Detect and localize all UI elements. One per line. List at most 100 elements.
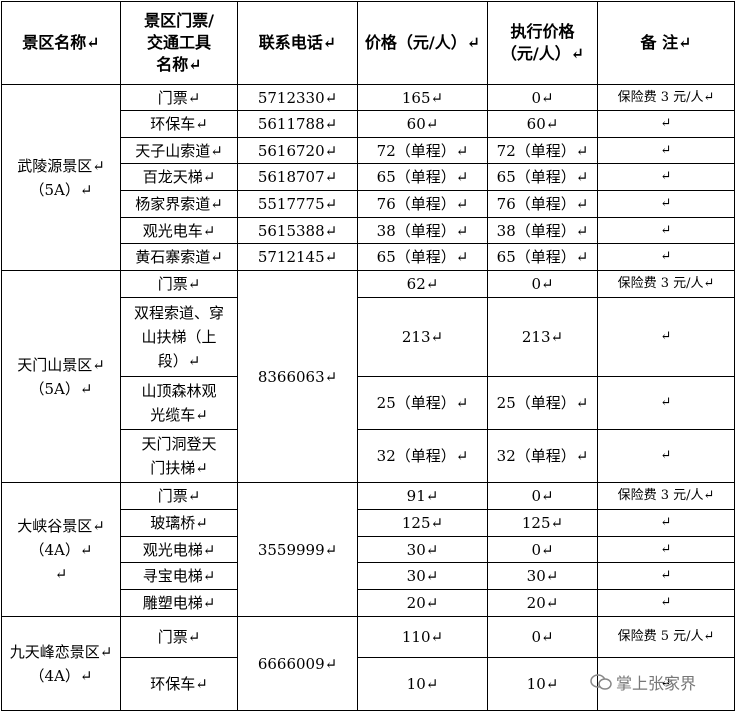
table-row: 天门洞登天 门扶梯↵ 32（单程）↵ 32（单程）↵ ↵	[2, 429, 735, 483]
ticket-name: 山顶森林观 光缆车↵	[120, 376, 238, 430]
note: 保险费 3 元/人↵	[597, 482, 735, 510]
table-row: 环保车↵ 10↵ 10↵ ↵	[2, 657, 735, 711]
phone: 5618707↵	[237, 163, 358, 191]
note: ↵	[597, 110, 735, 138]
table-row: 天门山景区↵ （5A）↵ 门票↵ 8366063↵ 62↵ 0↵ 保险费 3 元/人↵	[1, 270, 735, 483]
exec-price: 0↵	[487, 482, 598, 510]
price: 165↵	[357, 84, 488, 111]
table-row: 大峡谷景区↵ （4A）↵ ↵ 门票↵ 3559999↵ 91↵ 0↵ 保险费 3 元/人↵	[1, 482, 735, 617]
header-cell: 备 注↵	[597, 1, 735, 85]
scenic-name: 九天峰恋景区↵ （4A）↵	[1, 616, 121, 711]
phone: 8366063↵	[237, 270, 358, 483]
scenic-name: 天门山景区↵ （5A）↵	[1, 270, 121, 483]
ticket-name: 观光电车↵	[120, 217, 238, 244]
exec-price: 0↵	[487, 270, 598, 298]
ticket-name: 环保车↵	[120, 110, 238, 138]
table-row: 环保车↵ 5611788↵ 60↵ 60↵ ↵	[2, 110, 735, 138]
scenic-name: 武陵源景区↵ （5A）↵	[1, 84, 121, 271]
price: 30↵	[357, 536, 488, 563]
phone: 5616720↵	[237, 137, 358, 164]
price: 10↵	[357, 657, 488, 711]
price: 65（单程）↵	[357, 163, 488, 191]
header-cell: 执行价格 （元/人）↵	[487, 1, 598, 85]
ticket-name: 玻璃桥↵	[120, 509, 238, 537]
price: 213↵	[357, 297, 488, 377]
price: 20↵	[357, 589, 488, 617]
table-row: 武陵源景区↵ （5A）↵ 门票↵ 5712330↵ 165↵ 0↵ 保险费 3 元/人↵	[1, 84, 735, 271]
header-cell: 景区门票/ 交通工具 名称↵	[120, 1, 238, 85]
phone: 5611788↵	[237, 110, 358, 138]
price: 62↵	[357, 270, 488, 298]
header-cell: 景区名称↵	[1, 1, 121, 85]
note: ↵	[597, 137, 735, 164]
ticket-name: 双程索道、穿 山扶梯（上 段）↵	[120, 297, 238, 377]
ticket-name: 天门洞登天 门扶梯↵	[120, 429, 238, 483]
note: ↵	[597, 536, 735, 563]
price: 38（单程）↵	[357, 217, 488, 244]
table-row: 玻璃桥↵ 125↵ 125↵ ↵	[2, 509, 735, 537]
exec-price: 25（单程）↵	[487, 376, 598, 430]
price: 91↵	[357, 482, 488, 510]
phone: 6666009↵	[237, 616, 358, 711]
ticket-name: 门票↵	[120, 482, 238, 510]
ticket-name: 寻宝电梯↵	[120, 562, 238, 590]
note: ↵	[597, 509, 735, 537]
ticket-name: 黄石寨索道↵	[120, 243, 238, 271]
phone: 5517775↵	[237, 190, 358, 218]
price: 110↵	[357, 616, 488, 658]
table-row: 观光电车↵ 5615388↵ 38（单程）↵ 38（单程）↵ ↵	[2, 217, 735, 244]
note: ↵	[597, 429, 735, 483]
table-row: 山顶森林观 光缆车↵ 25（单程）↵ 25（单程）↵ ↵	[2, 376, 735, 430]
price: 72（单程）↵	[357, 137, 488, 164]
phone: 5615388↵	[237, 217, 358, 244]
table-body: 武陵源景区↵ （5A）↵ 门票↵ 5712330↵ 165↵ 0↵ 保险费 3 元/人↵ 环…	[1, 84, 735, 711]
ticket-name: 雕塑电梯↵	[120, 589, 238, 617]
price: 65（单程）↵	[357, 243, 488, 271]
ticket-name: 天子山索道↵	[120, 137, 238, 164]
exec-price: 30↵	[487, 562, 598, 590]
price: 30↵	[357, 562, 488, 590]
exec-price: 0↵	[487, 616, 598, 658]
note: 保险费 5 元/人↵	[597, 616, 735, 658]
exec-price: 20↵	[487, 589, 598, 617]
phone: 5712145↵	[237, 243, 358, 271]
ticket-name: 百龙天梯↵	[120, 163, 238, 191]
exec-price: 72（单程）↵	[487, 137, 598, 164]
note: ↵	[597, 243, 735, 271]
note: ↵	[597, 297, 735, 377]
note: ↵	[597, 589, 735, 617]
note: 保险费 3 元/人↵	[597, 270, 735, 298]
table-row: 黄石寨索道↵ 5712145↵ 65（单程）↵ 65（单程）↵ ↵	[2, 243, 735, 271]
wechat-icon	[590, 674, 612, 690]
note: 保险费 3 元/人↵	[597, 84, 735, 111]
exec-price: 65（单程）↵	[487, 243, 598, 271]
ticket-name: 门票↵	[120, 84, 238, 111]
header-row: 景区名称↵ 景区门票/ 交通工具 名称↵ 联系电话↵ 价格（元/人）↵ 执行价格 （元/…	[1, 1, 735, 85]
ticket-name: 杨家界索道↵	[120, 190, 238, 218]
exec-price: 10↵	[487, 657, 598, 711]
note: ↵	[597, 163, 735, 191]
price: 125↵	[357, 509, 488, 537]
header-cell: 联系电话↵	[237, 1, 358, 85]
note: ↵	[597, 190, 735, 218]
price: 76（单程）↵	[357, 190, 488, 218]
exec-price: 32（单程）↵	[487, 429, 598, 483]
table-row: 雕塑电梯↵ 20↵ 20↵ ↵	[2, 589, 735, 617]
note: ↵	[597, 217, 735, 244]
scenic-name: 大峡谷景区↵ （4A）↵ ↵	[1, 482, 121, 617]
exec-price: 76（单程）↵	[487, 190, 598, 218]
exec-price: 60↵	[487, 110, 598, 138]
price: 32（单程）↵	[357, 429, 488, 483]
price: 25（单程）↵	[357, 376, 488, 430]
table-row: 杨家界索道↵ 5517775↵ 76（单程）↵ 76（单程）↵ ↵	[2, 190, 735, 218]
table-row: 双程索道、穿 山扶梯（上 段）↵ 213↵ 213↵ ↵	[2, 297, 735, 377]
phone: 3559999↵	[237, 482, 358, 617]
table-row: 天子山索道↵ 5616720↵ 72（单程）↵ 72（单程）↵ ↵	[2, 137, 735, 164]
ticket-name: 门票↵	[120, 616, 238, 658]
watermark: 掌上张家界	[590, 670, 696, 694]
exec-price: 0↵	[487, 84, 598, 111]
table-row: 观光电梯↵ 30↵ 0↵ ↵	[2, 536, 735, 563]
exec-price: 65（单程）↵	[487, 163, 598, 191]
